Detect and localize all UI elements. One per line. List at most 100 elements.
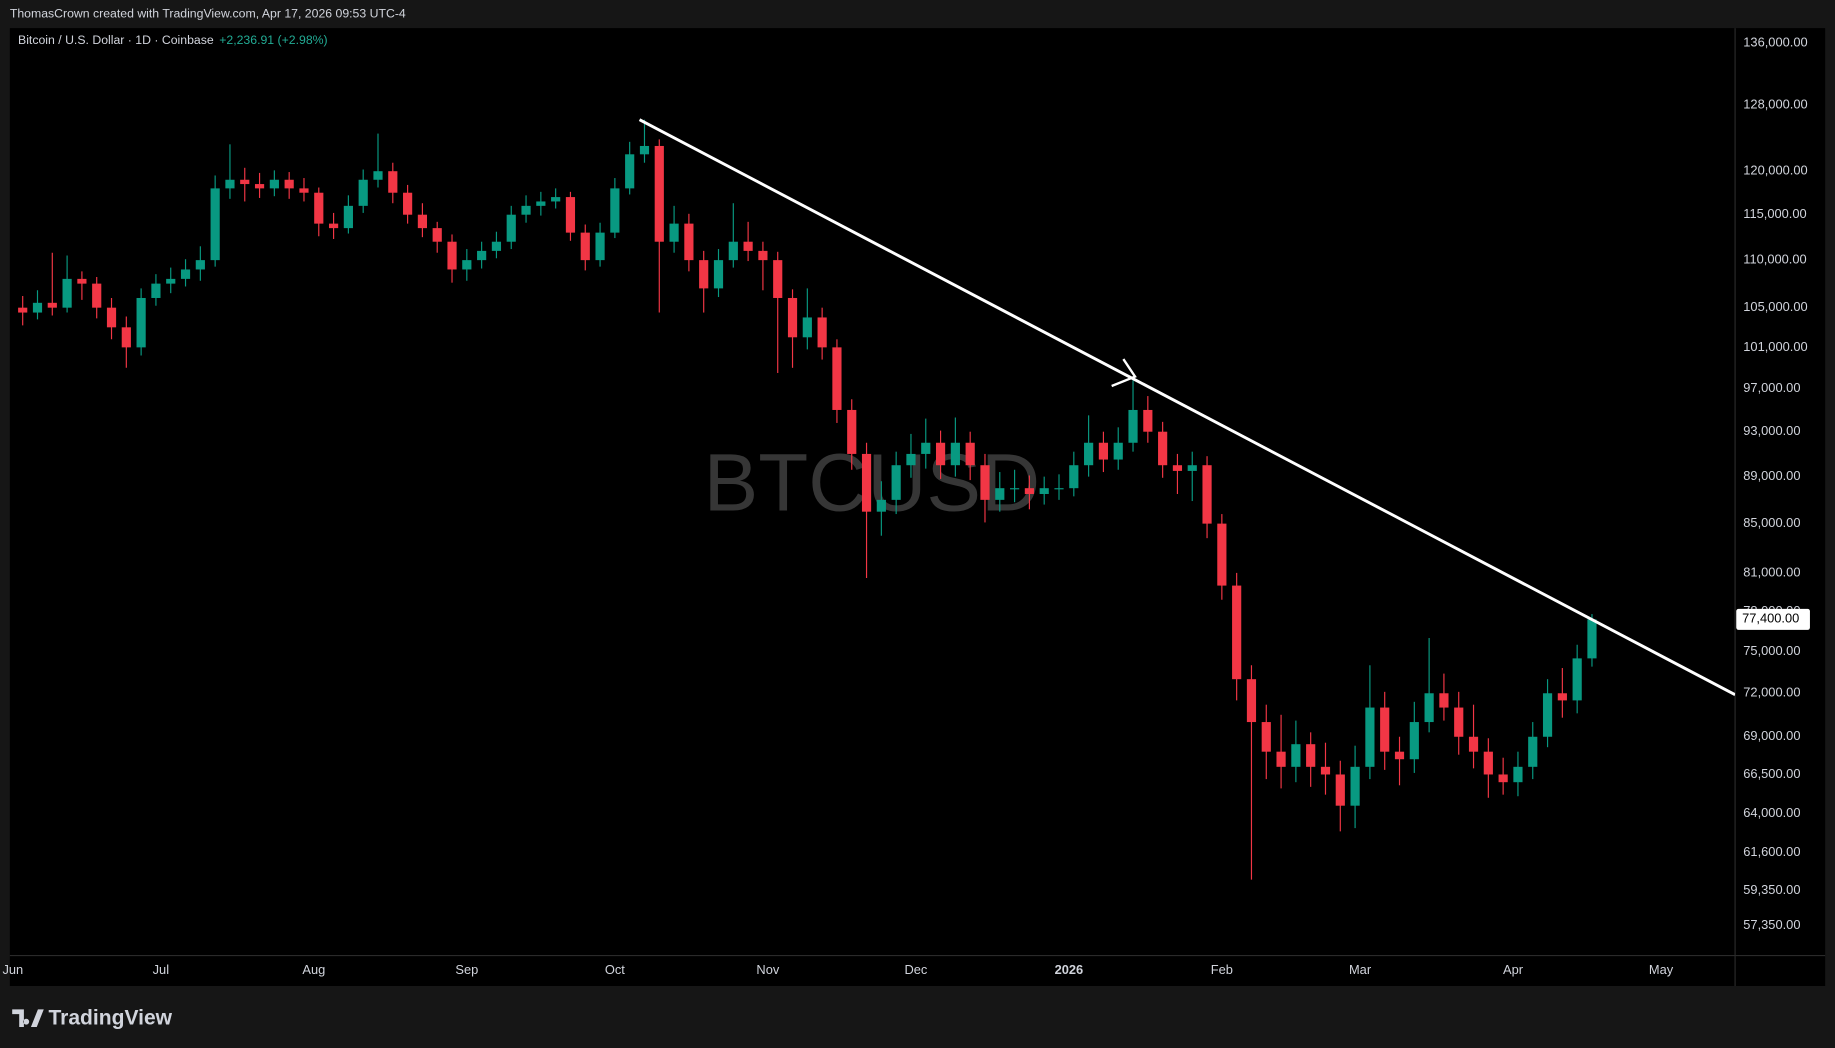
candle-body <box>47 302 57 308</box>
candle-body <box>1098 442 1109 460</box>
candle-body <box>536 201 546 206</box>
y-tick-label: 128,000.00 <box>1743 97 1807 112</box>
candle-body <box>1128 409 1138 443</box>
candle-body <box>847 409 857 454</box>
candle-body <box>743 241 753 251</box>
candle-body <box>92 283 102 308</box>
candle-body <box>1172 465 1183 471</box>
candle-body <box>1069 465 1079 489</box>
candle-body <box>610 188 620 233</box>
candle-body <box>1468 736 1479 752</box>
y-tick-label: 136,000.00 <box>1743 35 1807 50</box>
candle-body <box>1143 409 1153 432</box>
x-tick-label: Sep <box>455 962 478 977</box>
chart-area <box>9 28 1826 987</box>
candle-body <box>343 205 353 229</box>
candle-body <box>180 269 191 279</box>
candle-body <box>1306 744 1316 767</box>
candle-body <box>773 260 783 298</box>
y-tick-label: 110,000.00 <box>1743 252 1806 267</box>
y-tick-label: 57,350.00 <box>1743 917 1800 932</box>
candle-body <box>891 465 901 500</box>
brand-logo <box>12 1009 44 1027</box>
brand-name: TradingView <box>48 1006 172 1029</box>
candle-body <box>817 317 827 348</box>
candle-body <box>1335 774 1345 806</box>
x-tick-label: Feb <box>1211 962 1233 977</box>
candle-body <box>1276 751 1286 767</box>
watermark: BTCUSD <box>704 438 1041 529</box>
candle-body <box>1261 722 1271 752</box>
candle-body <box>299 188 309 193</box>
last-price-label: 77,400.00 <box>1742 611 1799 626</box>
y-tick-label: 97,000.00 <box>1743 380 1800 395</box>
y-tick-label: 59,350.00 <box>1743 882 1800 897</box>
candle-body <box>758 250 768 261</box>
candle-body <box>121 327 131 348</box>
candle-body <box>403 192 413 215</box>
candle-body <box>625 154 635 189</box>
x-tick-label: Jul <box>153 962 169 977</box>
candle-body <box>1113 442 1123 460</box>
candle-body <box>1158 431 1168 466</box>
candle-body <box>876 499 886 512</box>
candle-body <box>462 260 472 270</box>
candle-body <box>1572 658 1582 701</box>
x-tick-label: Mar <box>1349 962 1372 977</box>
y-tick-label: 61,600.00 <box>1743 844 1800 859</box>
candle-body <box>1454 707 1464 737</box>
x-tick-label: Dec <box>904 962 927 977</box>
candle-body <box>684 223 694 261</box>
candle-body <box>136 297 146 348</box>
candle-body <box>906 453 916 466</box>
y-tick-label: 93,000.00 <box>1743 423 1800 438</box>
candle-body <box>195 260 205 270</box>
candle-body <box>166 278 176 284</box>
x-tick-label: Oct <box>605 962 625 977</box>
y-tick-label: 89,000.00 <box>1743 468 1800 483</box>
y-tick-label: 120,000.00 <box>1743 163 1807 178</box>
x-tick-label: Apr <box>1503 962 1524 977</box>
candle-body <box>106 307 117 328</box>
candle-body <box>1424 693 1434 723</box>
candle-body <box>995 488 1005 500</box>
candle-body <box>506 214 516 242</box>
candle-body <box>225 179 235 189</box>
candle-body <box>1557 693 1567 701</box>
candle-body <box>1232 585 1242 680</box>
y-tick-label: 66,500.00 <box>1743 766 1800 781</box>
header-credit: ThomasCrown created with TradingView.com… <box>10 6 406 20</box>
y-tick-label: 85,000.00 <box>1743 515 1800 530</box>
candle-body <box>269 179 279 189</box>
candle-body <box>713 260 724 289</box>
candle-body <box>980 465 990 500</box>
candle-body <box>1187 465 1197 471</box>
y-tick-label: 75,000.00 <box>1743 643 1800 658</box>
candle-body <box>1439 693 1449 708</box>
y-tick-label: 105,000.00 <box>1743 299 1807 314</box>
candle-body <box>669 223 679 242</box>
candle-body <box>1365 707 1375 767</box>
candle-body <box>62 278 72 308</box>
candle-body <box>1350 766 1360 806</box>
candle-body <box>447 241 457 270</box>
candle-body <box>1394 751 1405 760</box>
candle-body <box>551 197 561 202</box>
candle-body <box>432 228 442 242</box>
y-tick-label: 72,000.00 <box>1743 685 1800 700</box>
candle-body <box>18 307 28 313</box>
candle-body <box>580 232 590 261</box>
candle-body <box>1498 774 1508 783</box>
candle-body <box>1542 693 1553 737</box>
candle-body <box>254 184 265 189</box>
candle-body <box>284 179 294 189</box>
candle-body <box>77 278 87 284</box>
candle-body <box>802 317 812 338</box>
x-tick-label: Aug <box>302 962 325 977</box>
candle-body <box>151 283 161 298</box>
candle-body <box>417 214 427 229</box>
candle-body <box>1010 488 1020 490</box>
x-tick-label: 2026 <box>1055 962 1084 977</box>
